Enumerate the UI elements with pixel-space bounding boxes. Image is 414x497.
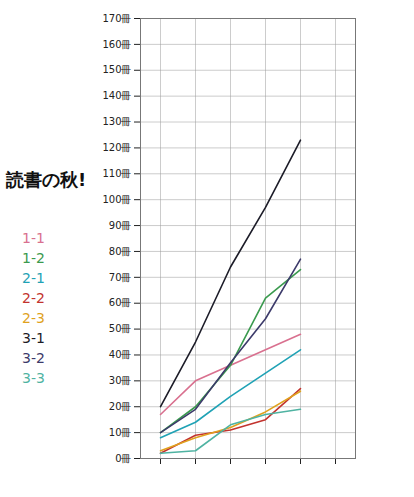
svg-text:0冊: 0冊 — [115, 453, 131, 464]
svg-text:70冊: 70冊 — [109, 272, 132, 283]
svg-text:120冊: 120冊 — [102, 142, 131, 153]
html-text:3-2: 3-2 — [22, 350, 45, 366]
svg-text:140冊: 140冊 — [102, 90, 131, 101]
svg-text:130冊: 130冊 — [102, 116, 131, 127]
html-text:3-1: 3-1 — [22, 330, 45, 346]
svg-text:170冊: 170冊 — [102, 13, 131, 24]
svg-text:50冊: 50冊 — [109, 323, 132, 334]
html-text:2-3: 2-3 — [22, 310, 45, 326]
svg-text:80冊: 80冊 — [109, 246, 132, 257]
svg-text:90冊: 90冊 — [109, 220, 132, 231]
html-text:読書の秋!: 読書の秋! — [6, 169, 87, 190]
svg-text:40冊: 40冊 — [109, 349, 132, 360]
html-text:2-2: 2-2 — [22, 290, 45, 306]
svg-text:110冊: 110冊 — [102, 168, 131, 179]
svg-text:100冊: 100冊 — [102, 194, 131, 205]
html-text:1-1: 1-1 — [22, 230, 45, 246]
html-text:1-2: 1-2 — [22, 250, 45, 266]
svg-text:160冊: 160冊 — [102, 39, 131, 50]
svg-text:30冊: 30冊 — [109, 375, 132, 386]
html-text:2-1: 2-1 — [22, 270, 45, 286]
html-text:3-3: 3-3 — [22, 370, 45, 386]
svg-text:60冊: 60冊 — [109, 297, 132, 308]
svg-text:10冊: 10冊 — [109, 427, 132, 438]
svg-text:20冊: 20冊 — [109, 401, 132, 412]
svg-text:150冊: 150冊 — [102, 64, 131, 75]
